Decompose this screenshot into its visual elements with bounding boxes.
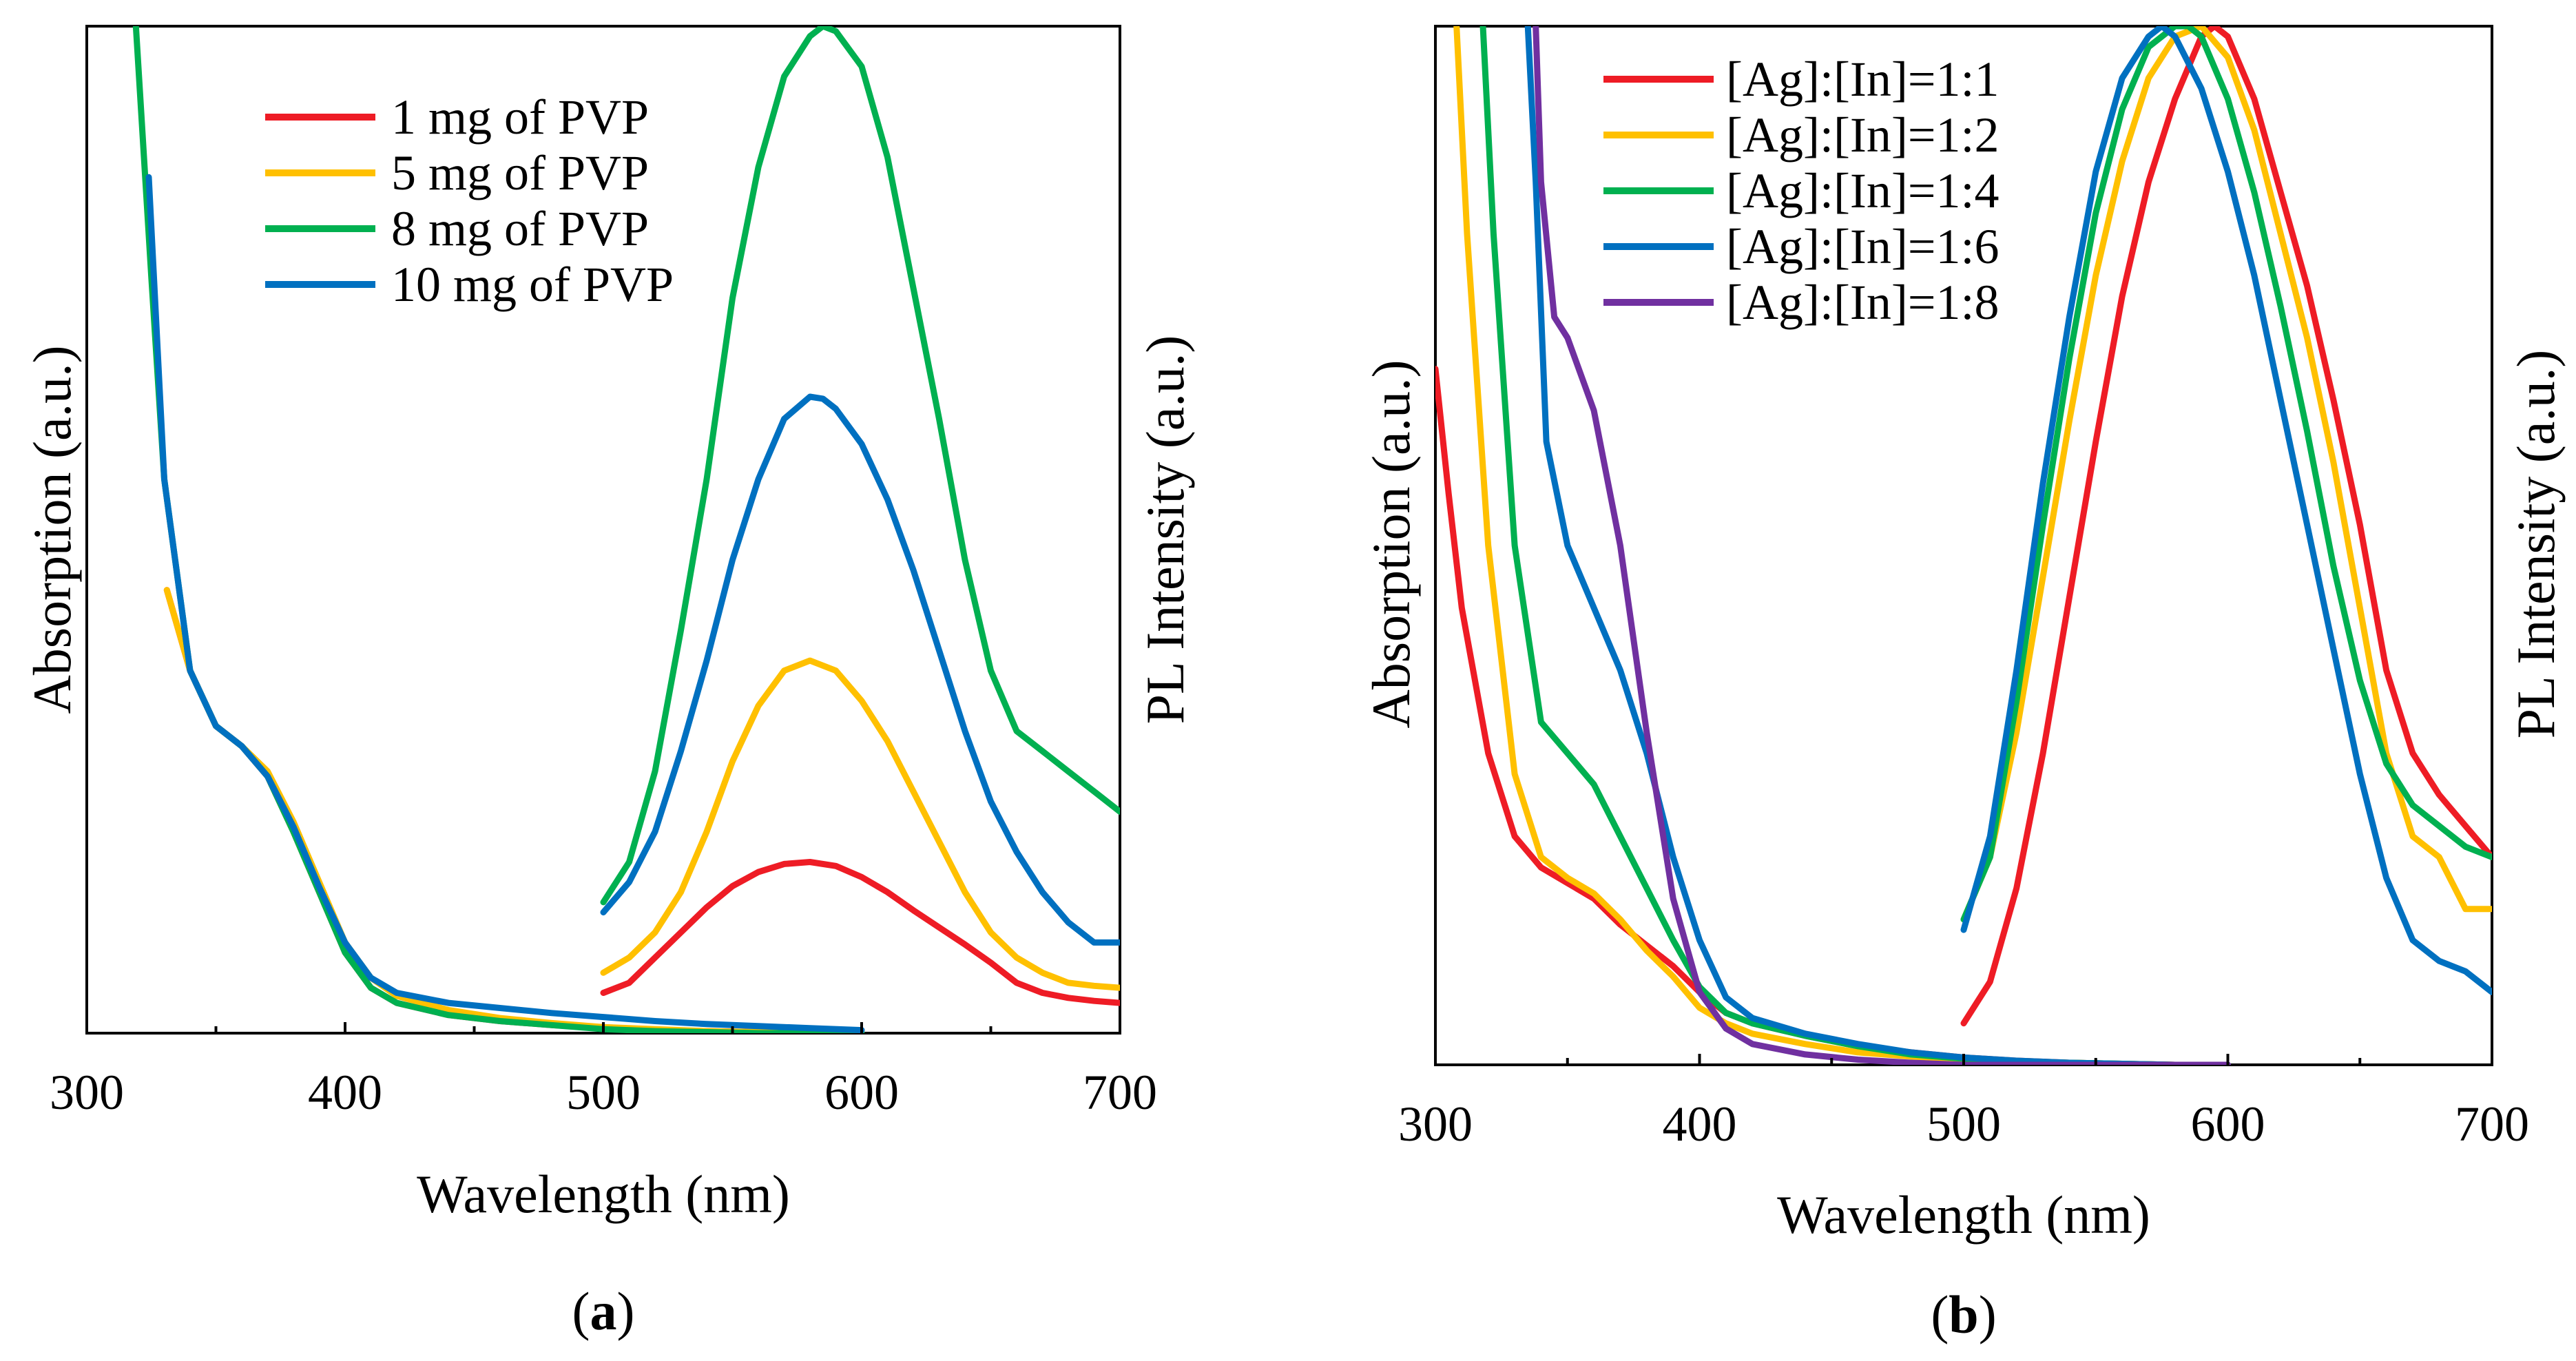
panel-b-x-tick-label: 700 [2455, 1097, 2529, 1152]
panel-a-x-tick-label: 500 [566, 1065, 641, 1120]
panel-a-legend-label: 1 mg of PVP [391, 90, 649, 145]
panel-a-curves [132, 26, 1120, 1033]
panel-b-legend-label: [Ag]:[In]=1:8 [1726, 275, 1999, 330]
panel-a-legend-label: 10 mg of PVP [391, 257, 674, 312]
panel-b-legend-label: [Ag]:[In]=1:2 [1726, 107, 1999, 163]
panel-b-plot-area [1435, 26, 2492, 1065]
panel-b-series-5-absorption-line [1533, 26, 2231, 1065]
panel-b-label-letter: b [1949, 1285, 1978, 1344]
panel-b-x-tick-label: 600 [2191, 1097, 2265, 1152]
panel-a-label-open-paren: ( [572, 1281, 590, 1341]
panel-a-y-axis-title-right: PL Intensity (a.u.) [1135, 335, 1195, 725]
panel-a-x-tick-label: 600 [824, 1065, 899, 1120]
panel-a-x-tick-label: 300 [50, 1065, 124, 1120]
panel-b-y-axis-title-left: Absorption (a.u.) [1361, 360, 1421, 728]
panel-b-label-close-paren: ) [1979, 1285, 1997, 1344]
panel-b-series-4-pl-line [1960, 26, 2492, 995]
panel-a-series-1-absorption-line [163, 587, 865, 1033]
panel-b-legend-label: [Ag]:[In]=1:6 [1726, 219, 1999, 274]
panel-a-series-2-absorption-line [163, 587, 865, 1033]
panel-b-x-tick-label: 500 [1926, 1097, 2001, 1152]
panel-b-series-3-pl-line [1960, 26, 2492, 923]
panel-a-series-4-absorption-line [145, 174, 865, 1033]
panel-b-curves [1435, 26, 2492, 1065]
panel-a-legend-label: 8 mg of PVP [391, 201, 649, 256]
panel-b-x-axis-title: Wavelength (nm) [1777, 1185, 2150, 1245]
panel-a-series-3-pl-line [600, 26, 1120, 906]
panel-a-label: (a) [572, 1281, 635, 1341]
panel-b-x-tick-label: 400 [1663, 1097, 1737, 1152]
panel-a: 300 400 500 600 700 Wavelength (nm) Absorpti… [22, 25, 1195, 1341]
panel-a-label-letter: a [590, 1281, 617, 1341]
panel-a-label-close-paren: ) [617, 1281, 635, 1341]
panel-a-x-ticks: 300 400 500 600 700 [50, 1022, 1157, 1120]
panel-b-legend-label: [Ag]:[In]=1:1 [1726, 52, 1999, 107]
panel-b-label: (b) [1931, 1285, 1996, 1344]
panel-b-legend: [Ag]:[In]=1:1[Ag]:[In]=1:2[Ag]:[In]=1:4[… [1603, 52, 1999, 330]
panel-a-plot-area [132, 26, 1120, 1033]
panel-a-legend-label: 5 mg of PVP [391, 145, 649, 200]
panel-b-series-2-pl-line [1960, 26, 2492, 923]
panel-a-series-1-pl-line [600, 859, 1120, 1006]
panel-b-x-tick-label: 300 [1398, 1097, 1473, 1152]
panel-a-x-tick-label: 700 [1083, 1065, 1157, 1120]
panel-a-series-4-pl-line [600, 393, 1120, 946]
panel-b-x-ticks: 300 400 500 600 700 [1398, 1054, 2529, 1152]
panel-b: 300 400 500 600 700 Wavelength (nm) Absorpti… [1361, 25, 2566, 1344]
panel-b-series-1-pl-line [1960, 26, 2492, 1027]
panel-a-x-tick-label: 400 [308, 1065, 382, 1120]
panel-b-y-axis-title-right: PL Intensity (a.u.) [2506, 350, 2566, 739]
panel-b-legend-label: [Ag]:[In]=1:4 [1726, 163, 1999, 218]
panel-a-x-axis-title: Wavelength (nm) [417, 1164, 790, 1224]
panel-b-label-open-paren: ( [1931, 1285, 1949, 1344]
panel-a-y-axis-title-left: Absorption (a.u.) [22, 345, 82, 714]
panel-a-series-2-pl-line [600, 657, 1120, 991]
